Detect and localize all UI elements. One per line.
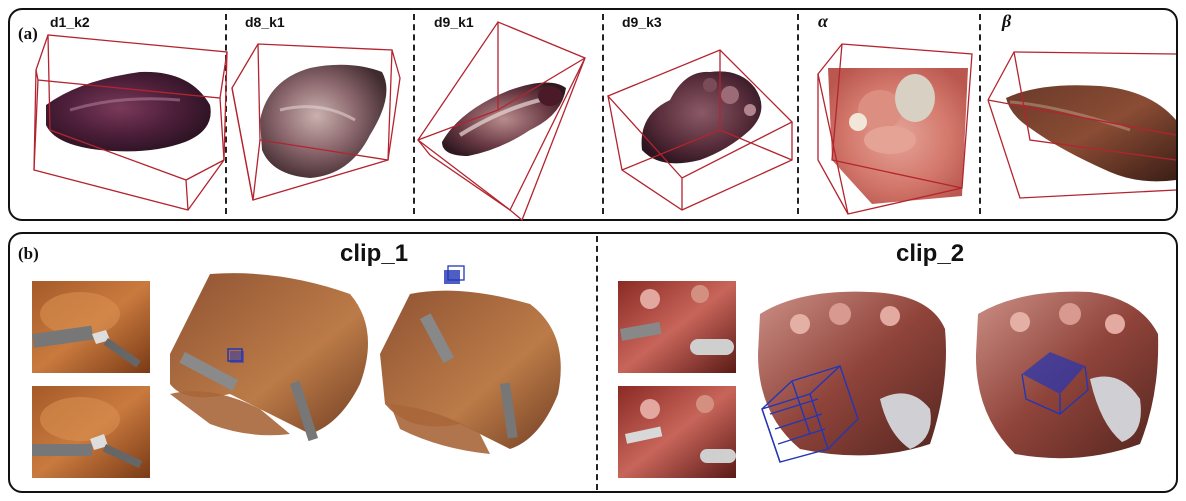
bbox-icon [1021,352,1089,416]
item-label-d9-k3: d9_k3 [622,14,662,30]
separator [225,14,227,214]
clip-1-frame-1 [32,281,150,373]
clip-1-title: clip_1 [340,240,409,267]
separator [413,14,415,214]
bbox-icon [761,364,859,463]
cloud-beta [987,51,1177,199]
cloud-d9-k1 [417,21,586,222]
item-label-d1-k2: d1_k2 [50,14,90,30]
clip-figures [32,265,1159,478]
reconstruction-figures [33,21,1177,222]
clip-2-cloud-2 [975,291,1159,459]
cloud-alpha [817,43,973,215]
panel-a: (a) d1_k2 d8_k1 d9_k1 d9_k3 α β [8,8,1178,222]
panel-a-label: (a) [18,24,38,43]
item-label-beta: β [1002,11,1012,31]
cloud-d8-k1 [231,43,401,201]
bbox-icon [444,265,465,284]
clip-2-frame-2 [618,386,736,478]
clip-1-cloud-2 [380,265,561,454]
cloud-d9-k3 [606,49,794,211]
clip-1-cloud-1 [170,273,368,442]
panel-b: (b) clip_1 clip_2 [8,232,1178,493]
clip-1-frame-2 [32,386,150,478]
separator [596,236,598,490]
item-label-d9-k1: d9_k1 [434,14,474,30]
item-label-alpha: α [818,11,828,31]
panel-b-label: (b) [18,244,39,263]
cloud-d1-k2 [33,34,228,211]
clip-2-title: clip_2 [896,240,965,267]
clip-2-frame-1 [618,281,736,373]
clip-2-cloud-1 [758,291,946,463]
separator [602,14,604,214]
separator [979,14,981,214]
item-label-d8-k1: d8_k1 [245,14,285,30]
separator [797,14,799,214]
